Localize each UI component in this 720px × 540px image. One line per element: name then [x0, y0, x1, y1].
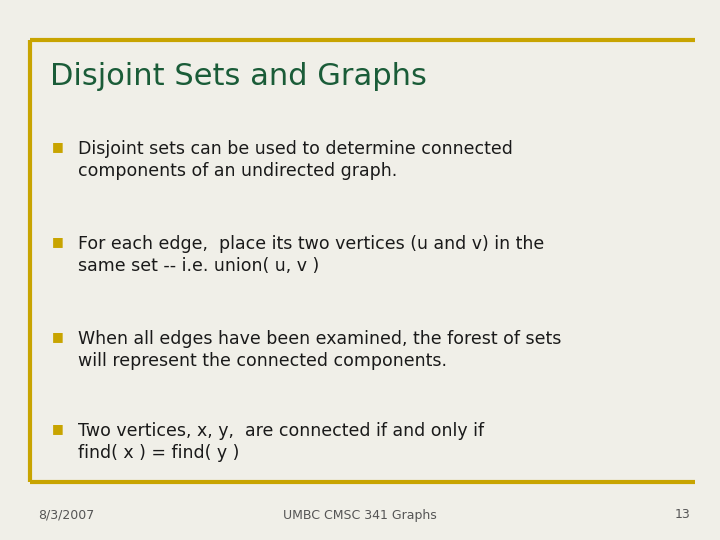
Text: 13: 13: [674, 509, 690, 522]
Text: 8/3/2007: 8/3/2007: [38, 509, 94, 522]
Text: UMBC CMSC 341 Graphs: UMBC CMSC 341 Graphs: [283, 509, 437, 522]
Text: ■: ■: [52, 235, 64, 248]
Text: Two vertices, x, y,  are connected if and only if: Two vertices, x, y, are connected if and…: [78, 422, 484, 440]
Text: ■: ■: [52, 140, 64, 153]
Text: find( x ) = find( y ): find( x ) = find( y ): [78, 444, 239, 462]
Text: will represent the connected components.: will represent the connected components.: [78, 352, 447, 370]
Text: For each edge,  place its two vertices (u and v) in the: For each edge, place its two vertices (u…: [78, 235, 544, 253]
Text: components of an undirected graph.: components of an undirected graph.: [78, 162, 397, 180]
Text: Disjoint Sets and Graphs: Disjoint Sets and Graphs: [50, 62, 427, 91]
Text: Disjoint sets can be used to determine connected: Disjoint sets can be used to determine c…: [78, 140, 513, 158]
Text: ■: ■: [52, 330, 64, 343]
Text: ■: ■: [52, 422, 64, 435]
Text: same set -- i.e. union( u, v ): same set -- i.e. union( u, v ): [78, 257, 319, 275]
Text: When all edges have been examined, the forest of sets: When all edges have been examined, the f…: [78, 330, 562, 348]
